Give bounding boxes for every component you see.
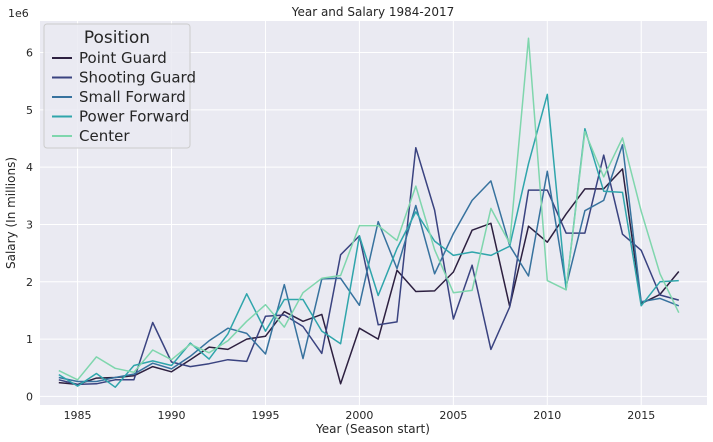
y-offset-label: 1e6: [8, 7, 29, 20]
series-line-point-guard: [58, 168, 680, 386]
y-tick-label: 3: [26, 218, 33, 231]
x-tick-label: 2005: [439, 409, 467, 422]
x-tick-label: 1990: [158, 409, 186, 422]
x-tick-label: 2010: [533, 409, 561, 422]
y-tick-label: 0: [26, 390, 33, 403]
legend-label-small-forward: Small Forward: [79, 88, 186, 106]
y-tick-labels: 0 1 2 3 4 5 6: [26, 47, 33, 404]
legend-label-power-forward: Power Forward: [79, 108, 189, 126]
series-line-center: [58, 37, 680, 381]
legend: Position Point Guard Shooting GuardSmall …: [43, 23, 196, 149]
x-tick-label: 2000: [345, 409, 373, 422]
legend-title: Position: [84, 28, 150, 48]
x-axis-label: Year (Season start): [315, 422, 430, 436]
legend-label-center: Center: [79, 127, 130, 145]
x-tick-labels: 1985 1990 1995 2000 2005 2010 2015: [64, 409, 656, 422]
legend-label-shooting-guard: Shooting Guard: [79, 69, 196, 87]
x-tick-label: 1985: [64, 409, 92, 422]
x-tick-label: 1995: [251, 409, 279, 422]
y-tick-label: 6: [26, 47, 33, 60]
y-axis-label: Salary (In millions): [4, 157, 18, 269]
legend-label-point-guard: Point Guard: [79, 49, 167, 67]
series-line-shooting-guard: [58, 146, 679, 386]
x-tick-label: 2015: [627, 409, 655, 422]
series-lines: [58, 37, 680, 388]
y-tick-label: 2: [26, 276, 33, 289]
legend-box: [43, 23, 191, 149]
y-tick-label: 5: [26, 104, 33, 117]
chart-title: Year and Salary 1984-2017: [291, 5, 455, 19]
y-tick-label: 1: [26, 333, 33, 346]
y-tick-label: 4: [26, 161, 33, 174]
